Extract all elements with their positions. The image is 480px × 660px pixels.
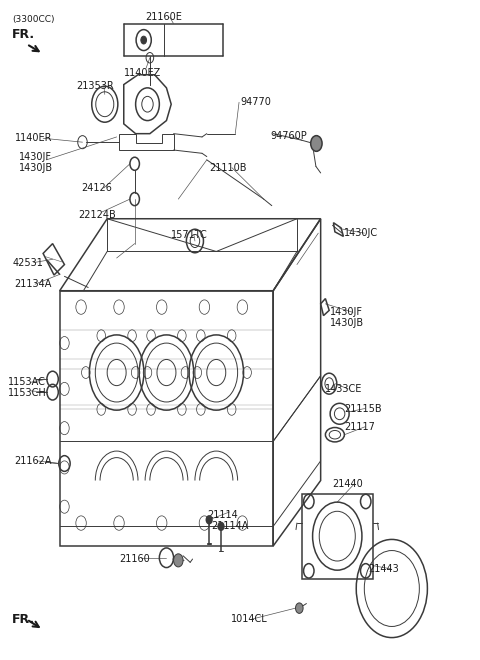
Text: (3300CC): (3300CC) xyxy=(12,15,55,24)
Text: 21353R: 21353R xyxy=(76,81,114,91)
Text: FR.: FR. xyxy=(12,28,36,41)
Text: FR.: FR. xyxy=(12,612,36,626)
Text: 21115B: 21115B xyxy=(344,403,382,414)
Text: 24126: 24126 xyxy=(81,183,112,193)
Text: 21114: 21114 xyxy=(207,510,238,519)
Text: 1430JF: 1430JF xyxy=(19,152,52,162)
Text: 1140EZ: 1140EZ xyxy=(124,68,161,78)
Text: 94760P: 94760P xyxy=(271,131,308,141)
Text: 94770: 94770 xyxy=(240,97,271,108)
Text: 22124B: 22124B xyxy=(79,210,117,220)
Text: 21114A: 21114A xyxy=(212,521,249,531)
Text: 1140ER: 1140ER xyxy=(14,133,52,143)
Circle shape xyxy=(311,136,322,151)
Circle shape xyxy=(174,554,183,567)
Text: 1014CL: 1014CL xyxy=(230,614,267,624)
Text: 21443: 21443 xyxy=(368,564,399,574)
Text: 1153CH: 1153CH xyxy=(8,389,46,399)
Text: 1571TC: 1571TC xyxy=(171,230,208,240)
Text: 42531: 42531 xyxy=(12,257,43,267)
Text: 21440: 21440 xyxy=(333,478,363,489)
Text: 21134A: 21134A xyxy=(14,279,52,289)
Circle shape xyxy=(141,36,146,44)
Text: 21160: 21160 xyxy=(119,554,150,564)
Text: 1430JF: 1430JF xyxy=(330,308,363,317)
Text: 1430JB: 1430JB xyxy=(19,163,53,173)
Text: 21162A: 21162A xyxy=(14,456,52,466)
Text: 1153AC: 1153AC xyxy=(8,378,46,387)
Text: 21117: 21117 xyxy=(344,422,375,432)
Circle shape xyxy=(206,516,212,524)
Text: 1433CE: 1433CE xyxy=(325,384,363,394)
Text: 1430JC: 1430JC xyxy=(344,228,379,238)
Text: 1430JB: 1430JB xyxy=(330,319,364,329)
Text: 21160E: 21160E xyxy=(145,12,182,22)
Circle shape xyxy=(296,603,303,613)
Circle shape xyxy=(218,523,224,530)
Text: 21110B: 21110B xyxy=(209,163,247,173)
